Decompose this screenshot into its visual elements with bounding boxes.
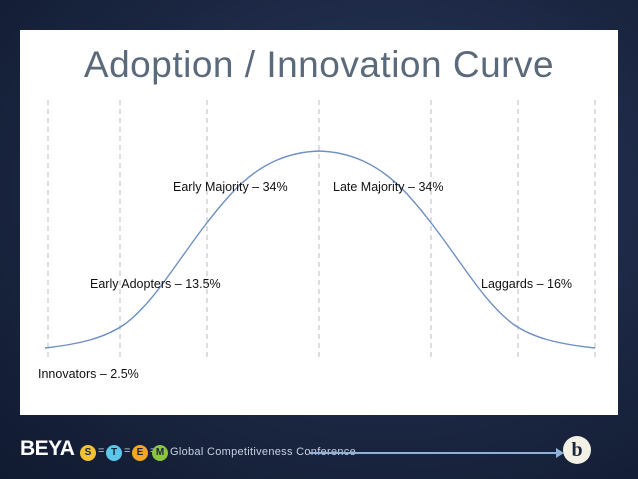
label-late-majority: Late Majority – 34% xyxy=(333,180,444,194)
arrow-right-icon xyxy=(556,448,564,458)
label-laggards: Laggards – 16% xyxy=(481,277,573,291)
stem-t-icon: T xyxy=(106,445,122,461)
label-early-majority: Early Majority – 34% xyxy=(173,180,288,194)
stem-s-icon: S xyxy=(80,445,96,461)
label-early-adopters: Early Adopters – 13.5% xyxy=(90,277,221,291)
segment-guides xyxy=(47,100,596,360)
stem-e-icon: E xyxy=(132,445,148,461)
content-panel xyxy=(20,30,618,415)
footer-arrow-line xyxy=(310,452,560,454)
conference-name: Global Competitiveness Conference xyxy=(170,446,356,458)
b-logo-icon: b xyxy=(563,436,591,464)
beya-logo: BEYA xyxy=(20,437,75,460)
bell-curve xyxy=(44,150,596,349)
stem-m-icon: M xyxy=(152,445,168,461)
stem-equals: = xyxy=(98,445,105,457)
slide-title: Adoption / Innovation Curve xyxy=(83,44,555,85)
label-innovators: Innovators – 2.5% xyxy=(38,367,139,381)
stem-equals: = xyxy=(124,445,131,457)
